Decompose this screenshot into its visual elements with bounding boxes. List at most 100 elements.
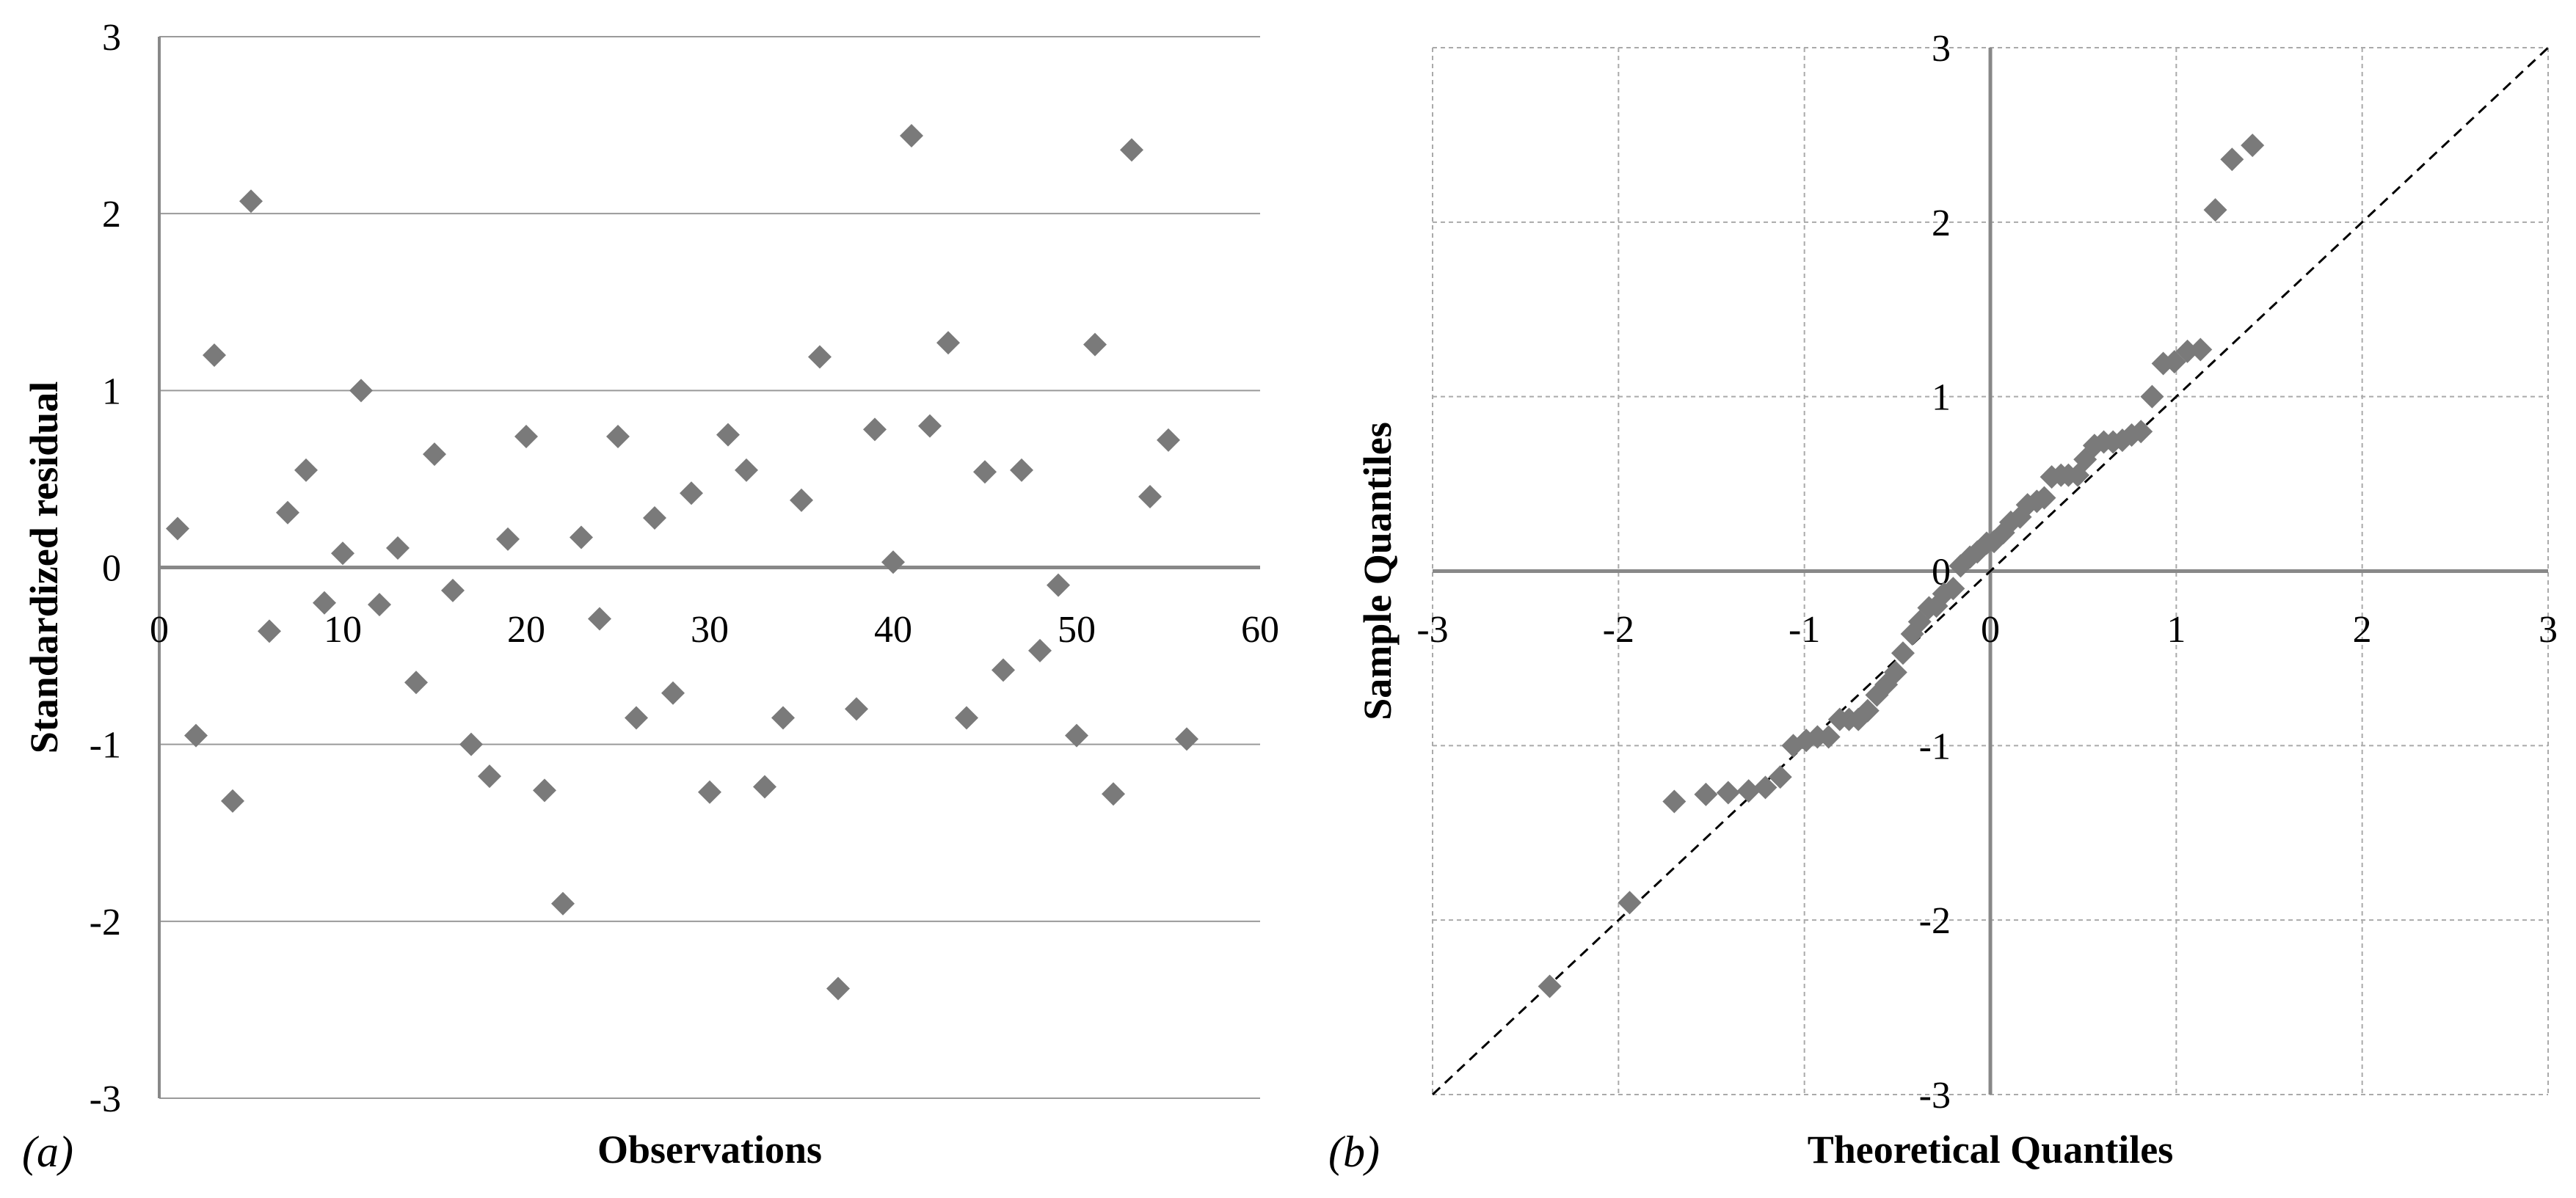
x-tick-label: 30 — [691, 609, 729, 651]
x-tick-label: 0 — [150, 609, 169, 651]
data-point — [992, 658, 1015, 682]
x-tick-label: 20 — [507, 609, 545, 651]
data-point — [2188, 337, 2213, 362]
data-point — [881, 550, 905, 574]
data-point — [588, 607, 611, 631]
data-point — [1538, 974, 1562, 998]
x-tick-label: -3 — [1416, 609, 1448, 651]
reference-line-y-equals-x — [1431, 46, 2550, 1096]
data-point — [570, 525, 593, 549]
x-tick-label: 40 — [874, 609, 912, 651]
data-point — [1941, 577, 1965, 601]
data-point — [1736, 779, 1761, 803]
y-tick-label: 1 — [102, 370, 121, 412]
data-point — [423, 442, 446, 467]
data-point — [1010, 458, 1033, 482]
data-point — [771, 706, 795, 730]
y-tick-label: 0 — [102, 548, 121, 590]
data-point — [863, 417, 887, 442]
data-point — [1120, 138, 1143, 162]
data-point — [900, 124, 923, 148]
data-point — [1083, 332, 1107, 357]
x-tick-label: 0 — [1981, 609, 2000, 651]
y-tick-label: -3 — [1919, 1075, 1951, 1117]
data-point — [239, 189, 263, 213]
x-tick-label: 3 — [2539, 609, 2558, 651]
data-point — [680, 481, 703, 505]
data-point — [1891, 641, 1915, 665]
data-point — [313, 591, 336, 615]
panel-label: (a) — [22, 1128, 73, 1176]
data-point — [1047, 573, 1070, 597]
x-tick-label: 2 — [2353, 609, 2372, 651]
data-point — [1816, 725, 1841, 749]
y-tick-label: -3 — [90, 1078, 121, 1120]
data-point — [368, 593, 391, 617]
y-axis-title: Sample Quantiles — [1356, 422, 1400, 720]
y-tick-label: 1 — [1932, 377, 1951, 419]
data-point — [716, 423, 740, 447]
data-point — [643, 505, 666, 530]
data-point — [1716, 781, 1740, 805]
data-point — [1065, 723, 1088, 748]
data-point — [735, 458, 758, 482]
y-tick-label: 3 — [102, 17, 121, 59]
data-point — [808, 345, 832, 369]
data-point — [698, 780, 721, 804]
data-point — [2241, 134, 2265, 158]
data-point — [1102, 782, 1125, 806]
data-point — [1883, 660, 1907, 684]
data-point — [2203, 198, 2227, 222]
data-point — [386, 536, 410, 560]
data-point — [2129, 420, 2153, 444]
data-point — [533, 778, 556, 803]
data-point — [166, 516, 189, 541]
data-point — [918, 414, 942, 438]
data-point — [606, 425, 630, 449]
x-tick-label: -2 — [1603, 609, 1634, 651]
data-point — [276, 500, 299, 525]
data-point — [955, 706, 978, 730]
data-point — [404, 671, 428, 695]
data-point — [1028, 638, 1052, 662]
y-tick-label: -2 — [90, 902, 121, 943]
data-point — [203, 343, 226, 368]
data-point — [1138, 485, 1162, 509]
data-point — [1618, 891, 1642, 915]
y-tick-label: 2 — [1932, 202, 1951, 244]
data-point — [1768, 765, 1792, 789]
y-axis-title: Standardized residual — [22, 381, 66, 754]
x-tick-label: 50 — [1058, 609, 1096, 651]
data-point — [294, 458, 318, 482]
data-point — [221, 789, 244, 813]
y-tick-label: 2 — [102, 194, 121, 235]
data-point — [2220, 147, 2244, 172]
data-point — [1175, 727, 1198, 751]
data-point — [441, 578, 465, 602]
data-point — [2162, 350, 2186, 374]
panel-label: (b) — [1328, 1128, 1380, 1176]
data-point — [514, 425, 538, 449]
y-tick-label: -1 — [1919, 726, 1951, 767]
data-point — [973, 460, 997, 484]
data-point — [459, 732, 483, 756]
x-tick-label: 60 — [1241, 609, 1279, 651]
data-point — [331, 541, 354, 566]
x-axis-title: Observations — [597, 1128, 822, 1172]
data-point — [826, 976, 850, 1001]
data-point — [845, 697, 868, 721]
data-point — [349, 379, 373, 403]
data-point — [1753, 775, 1778, 800]
x-tick-label: 1 — [2166, 609, 2186, 651]
data-point — [625, 706, 648, 730]
y-tick-label: 3 — [1932, 28, 1951, 70]
data-point — [1662, 789, 1687, 814]
x-tick-label: -1 — [1789, 609, 1820, 651]
data-point — [661, 681, 685, 705]
data-point — [753, 775, 776, 799]
data-point — [936, 331, 960, 355]
data-point — [184, 723, 208, 748]
